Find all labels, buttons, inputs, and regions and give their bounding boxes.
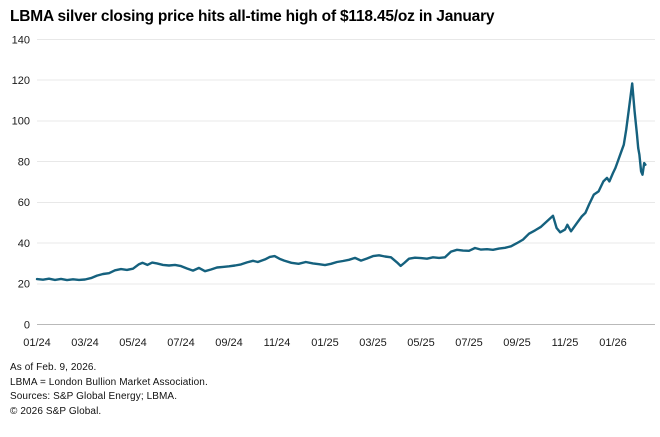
x-tick-label: 07/24 [167,337,195,349]
chart-title: LBMA silver closing price hits all-time … [10,8,495,25]
x-tick-label: 09/24 [215,337,243,349]
x-tick-label: 07/25 [455,337,483,349]
x-tick-label: 11/24 [264,337,291,349]
x-tick-label: 03/24 [71,337,99,349]
y-tick-label: 140 [12,35,30,47]
y-tick-label: 0 [24,320,30,332]
x-tick-label: 01/24 [23,337,51,349]
x-tick-label: 03/25 [359,337,387,349]
x-tick-label: 05/25 [407,337,435,349]
x-tick-label: 05/24 [119,337,147,349]
x-tick-label: 01/25 [311,337,339,349]
y-tick-label: 120 [12,75,30,87]
as-of-note: As of Feb. 9, 2026. [10,362,97,374]
abbreviation-note: LBMA = London Bullion Market Association… [10,376,208,388]
x-tick-label: 01/26 [599,337,627,349]
chart-footnotes: As of Feb. 9, 2026. LBMA = London Bullio… [10,361,660,419]
y-tick-label: 40 [18,238,30,250]
sources-note: Sources: S&P Global Energy; LBMA. [10,391,178,403]
x-tick-label: 11/25 [552,337,579,349]
copyright-note: © 2026 S&P Global. [10,405,102,417]
y-tick-label: 20 [18,279,30,291]
y-tick-label: 80 [18,157,30,169]
y-tick-label: 60 [18,198,30,210]
x-tick-label: 09/25 [503,337,531,349]
y-tick-label: 100 [12,116,30,128]
silver-price-series-line [35,82,647,282]
silver-price-line-chart: 0 20 40 60 80 100 120 140 01/24 03/24 05/24 07/24 09… [12,35,655,349]
